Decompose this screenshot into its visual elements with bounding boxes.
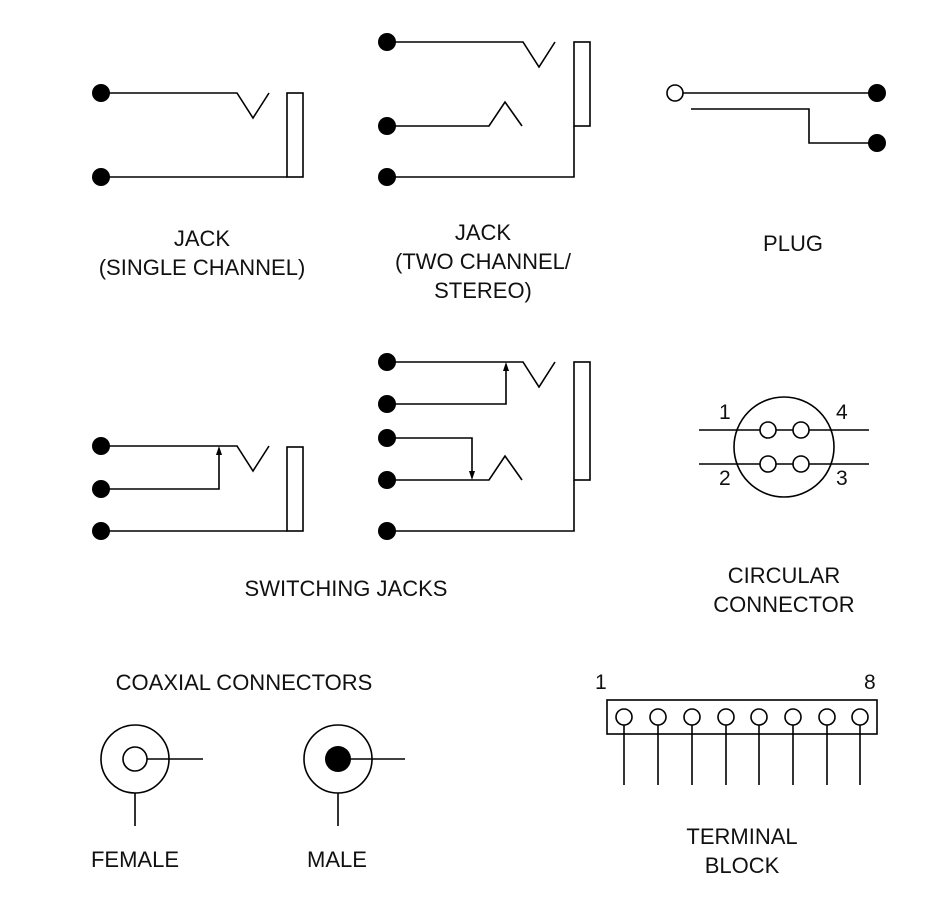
jack-stereo-label: JACK (TWO CHANNEL/ STEREO) [353, 218, 613, 305]
plug-symbol [666, 84, 886, 152]
terminal-block-symbol [606, 699, 878, 785]
circular-pin-2-label: 2 [719, 467, 731, 490]
terminal-block-last-label: 8 [864, 671, 876, 694]
jack-single-label-line1: JACK [173, 226, 231, 251]
jack-stereo-symbol [378, 33, 591, 186]
circular-connector-label-line2: CONNECTOR [713, 592, 855, 617]
circular-connector-symbol [699, 396, 869, 498]
terminal-block-pins [615, 708, 869, 785]
switching-jacks-label-line1: SWITCHING JACKS [244, 576, 448, 601]
circular-pin-4-label: 4 [836, 401, 848, 424]
circular-pin-1-label: 1 [719, 401, 731, 424]
jack-single-label: JACK (SINGLE CHANNEL) [72, 224, 332, 282]
jack-single-label-line2: (SINGLE CHANNEL) [98, 255, 306, 280]
terminal-block-first-label: 1 [595, 671, 607, 694]
coaxial-male-symbol [303, 724, 405, 826]
circular-connector-label: CIRCULAR CONNECTOR [684, 561, 884, 619]
jack-stereo-label-line3: STEREO) [434, 278, 532, 303]
jack-stereo-label-line1: JACK [454, 220, 512, 245]
terminal-block-label-line2: BLOCK [704, 853, 780, 878]
coaxial-female-symbol [100, 724, 203, 826]
coaxial-male-label: MALE [307, 847, 367, 872]
switching-jack-stereo-symbol [378, 353, 591, 540]
jack-single-channel-symbol [92, 84, 304, 186]
circular-connector-label-line1: CIRCULAR [727, 563, 841, 588]
terminal-block-label-line1: TERMINAL [686, 824, 798, 849]
switching-jacks-label: SWITCHING JACKS [186, 574, 506, 603]
circular-pin-3-label: 3 [836, 467, 848, 490]
coaxial-female-label: FEMALE [90, 847, 180, 872]
plug-label: PLUG [713, 229, 873, 258]
terminal-block-label: TERMINAL BLOCK [652, 822, 832, 880]
jack-stereo-label-line2: (TWO CHANNEL/ [395, 249, 571, 274]
coaxial-title: COAXIAL CONNECTORS [115, 670, 373, 695]
plug-label-line1: PLUG [763, 231, 823, 256]
switching-jack-mono-symbol [92, 437, 304, 540]
